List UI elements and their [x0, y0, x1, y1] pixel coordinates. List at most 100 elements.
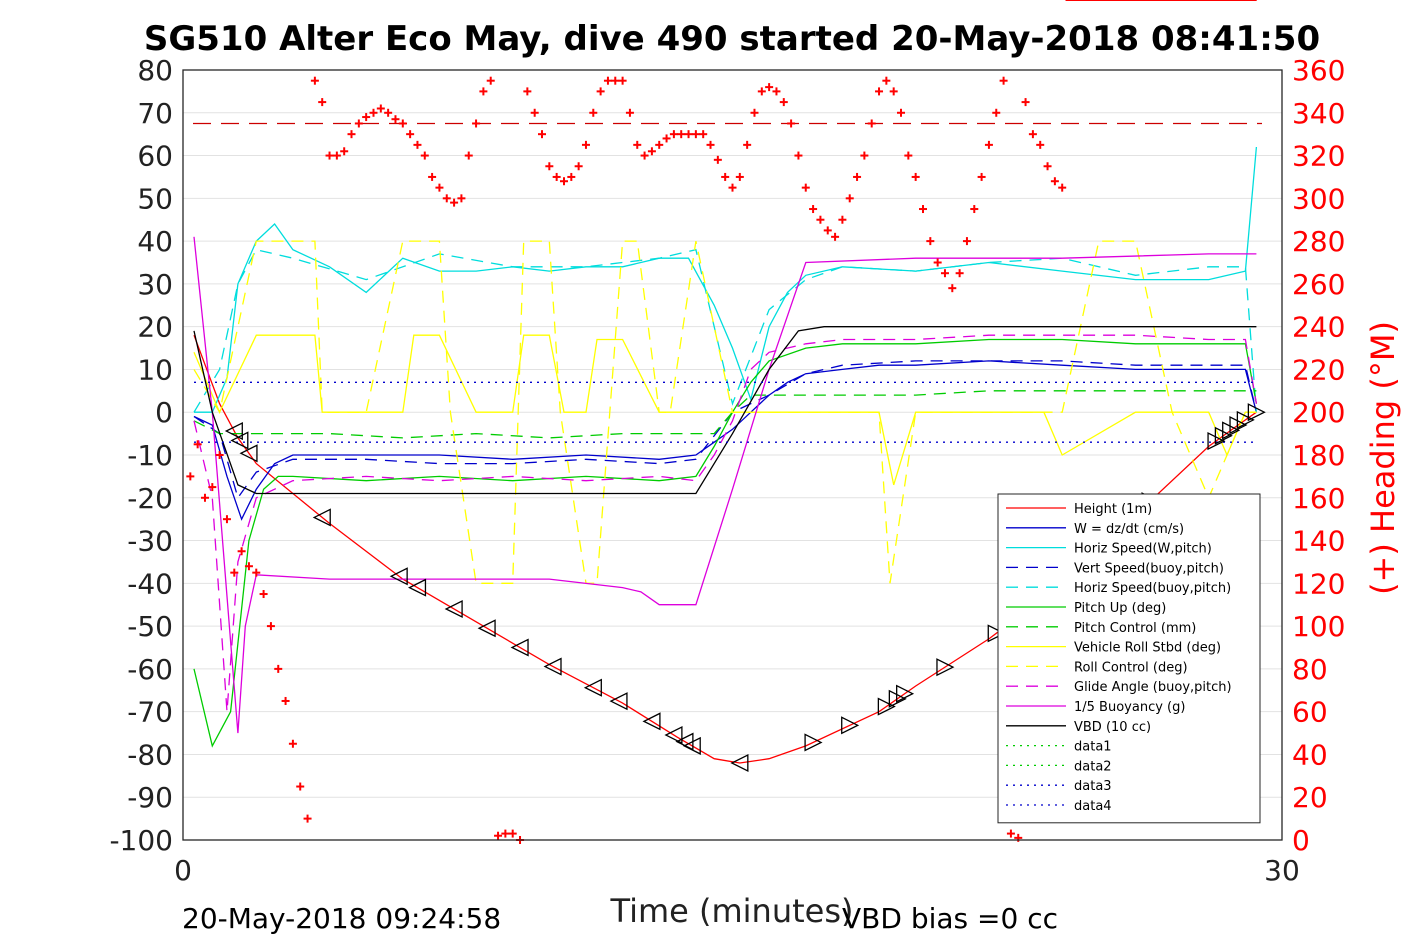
heading-point: [618, 76, 627, 85]
heading-point: [611, 76, 620, 85]
legend-entry: data2: [1074, 759, 1112, 774]
y2-tick-label: 140: [1292, 525, 1345, 558]
y-tick-label: 10: [137, 353, 173, 386]
legend-entry: Height (1m): [1074, 502, 1152, 517]
heading-point: [984, 140, 993, 149]
heading-point: [677, 130, 686, 139]
heading-point: [735, 172, 744, 181]
heading-point: [904, 151, 913, 160]
heading-point: [831, 232, 840, 241]
heading-point: [200, 493, 209, 502]
series-line-11: [193, 326, 1257, 495]
heading-point: [545, 162, 554, 171]
height-triangle-marker: [682, 736, 701, 755]
heading-point: [867, 119, 876, 128]
heading-point: [787, 119, 796, 128]
heading-point: [655, 140, 664, 149]
legend-entry: Pitch Up (deg): [1074, 601, 1166, 616]
heading-point: [809, 205, 818, 214]
y2-tick-label: 320: [1292, 140, 1345, 173]
height-triangle-marker: [1207, 432, 1226, 451]
heading-point: [288, 739, 297, 748]
heading-point: [472, 119, 481, 128]
height-triangle-marker: [407, 578, 427, 597]
height-triangle-marker: [1222, 421, 1241, 440]
y-tick-label: -50: [127, 610, 173, 643]
heading-point: [523, 87, 532, 96]
legend-entry: data4: [1074, 799, 1112, 814]
heading-point: [347, 130, 356, 139]
heading-point: [450, 198, 459, 207]
heading-point: [765, 83, 774, 92]
heading-point: [310, 76, 319, 85]
legend-box: [997, 493, 1261, 824]
heading-point: [420, 151, 429, 160]
heading-point: [940, 269, 949, 278]
series-line-6: [193, 390, 1257, 439]
legend-entry: W = dz/dt (cm/s): [1074, 522, 1184, 537]
heading-point: [354, 119, 363, 128]
right-y-axis-ticks: 3603403203002802602402202001801601401201…: [1292, 54, 1345, 857]
series-line-4: [193, 248, 1258, 413]
series-line-5: [193, 338, 1258, 748]
height-triangle-marker: [896, 684, 915, 703]
heading-point: [567, 172, 576, 181]
heading-point: [486, 76, 495, 85]
legend-entry: data3: [1074, 779, 1112, 794]
height-triangle-marker: [1214, 426, 1233, 445]
y-tick-label: 30: [137, 268, 173, 301]
heading-point: [494, 831, 503, 840]
series-line-7: [193, 334, 1257, 486]
heading-point: [962, 237, 971, 246]
heading-point: [633, 140, 642, 149]
heading-point: [376, 104, 385, 113]
x-axis-label: Time (minutes): [610, 892, 854, 930]
y2-tick-label: 360: [1292, 54, 1345, 87]
heading-point: [318, 98, 327, 107]
y2-tick-label: 100: [1292, 610, 1345, 643]
heading-point: [875, 87, 884, 96]
heading-point: [538, 130, 547, 139]
legend-entry: Vehicle Roll Stbd (deg): [1074, 641, 1221, 656]
y-tick-label: 20: [137, 311, 173, 344]
heading-point: [838, 215, 847, 224]
heading-point: [816, 215, 825, 224]
heading-point: [479, 87, 488, 96]
height-triangle-marker: [543, 657, 562, 676]
heading-point: [647, 147, 656, 156]
y-tick-label: 60: [137, 140, 173, 173]
heading-point: [706, 140, 715, 149]
heading-point: [428, 172, 437, 181]
y2-tick-label: 300: [1292, 182, 1345, 215]
heading-point: [926, 237, 935, 246]
y2-tick-label: 20: [1292, 781, 1328, 814]
heading-point: [325, 151, 334, 160]
heading-point: [853, 172, 862, 181]
heading-point: [721, 172, 730, 181]
heading-point: [743, 140, 752, 149]
heading-point: [955, 269, 964, 278]
heading-point: [992, 108, 1001, 117]
height-triangle-marker: [224, 421, 243, 441]
y2-tick-label: 260: [1292, 268, 1345, 301]
y-tick-label: -80: [127, 738, 173, 771]
x-axis-ticks: 0 30: [174, 854, 1300, 887]
heading-point: [889, 87, 898, 96]
height-triangle-marker: [730, 753, 749, 773]
heading-point: [215, 451, 224, 459]
heading-point: [530, 108, 539, 117]
y2-tick-label: 280: [1292, 225, 1345, 258]
heading-point: [508, 829, 517, 838]
heading-point: [1043, 162, 1052, 171]
height-triangle-marker: [1247, 403, 1266, 422]
y-tick-label: -90: [127, 781, 173, 814]
heading-point: [230, 568, 239, 577]
height-triangle-marker: [987, 624, 1006, 643]
heading-point: [457, 194, 466, 203]
heading-point: [625, 108, 634, 117]
heading-point: [274, 664, 283, 673]
series-layer: [193, 122, 1262, 764]
height-triangle-marker: [609, 692, 628, 711]
y2-tick-label: 180: [1292, 439, 1345, 472]
height-triangle-marker: [583, 678, 602, 697]
